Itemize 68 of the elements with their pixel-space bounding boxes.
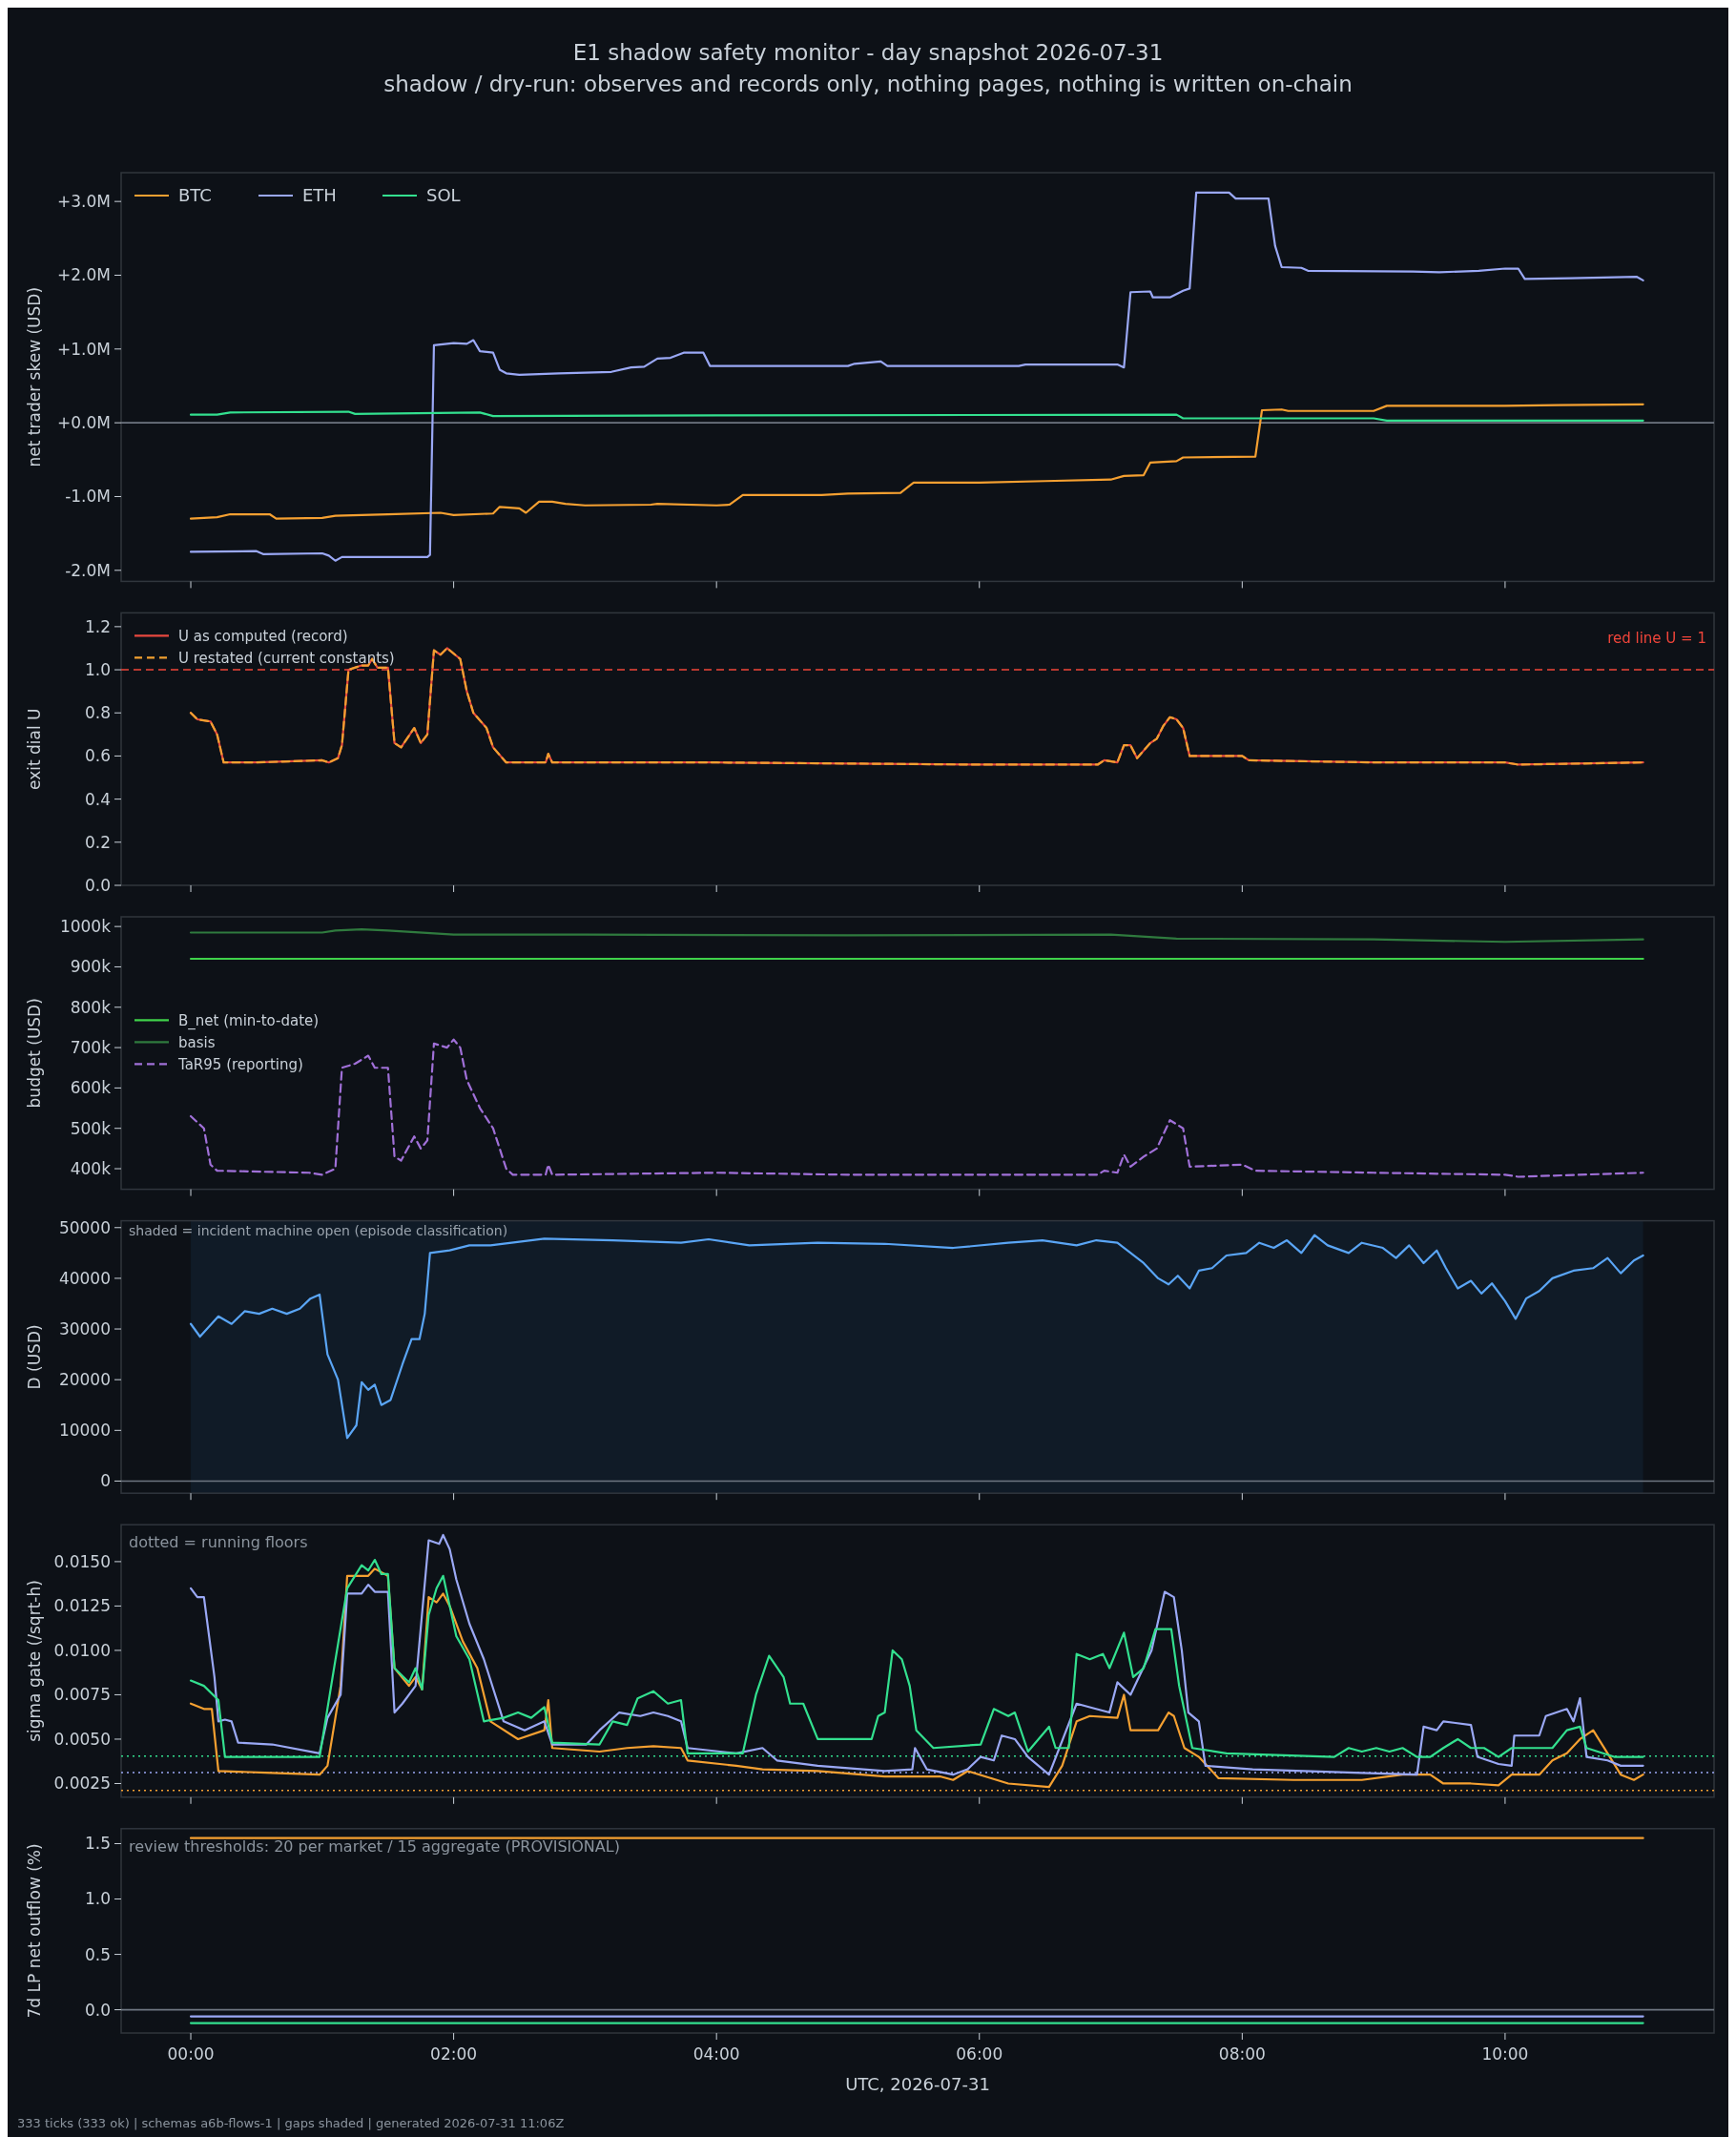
y-tick-label: 0.8 — [84, 703, 111, 723]
y-tick-label: 20000 — [58, 1370, 111, 1390]
x-tick-label: 00:00 — [167, 2044, 215, 2064]
y-tick-label: 0.5 — [84, 1944, 111, 1964]
legend-label: U as computed (record) — [178, 627, 348, 645]
y-tick-label: 1000k — [59, 917, 112, 937]
legend-label: ETH — [302, 185, 337, 206]
legend-label: BTC — [178, 185, 212, 206]
line-series — [189, 403, 1644, 520]
y-tick-label: 0.0150 — [53, 1551, 111, 1571]
y-tick-label: 0.2 — [84, 832, 111, 852]
y-tick-label: 0.6 — [84, 746, 111, 766]
x-tick-label: 04:00 — [692, 2044, 740, 2064]
y-tick-label: 1.5 — [84, 1834, 111, 1854]
y-tick-label: 0.0100 — [53, 1640, 111, 1660]
y-tick-label: -1.0M — [65, 487, 111, 507]
legend-label: SOL — [426, 185, 461, 206]
y-axis-title: budget (USD) — [25, 998, 44, 1109]
y-tick-label: 0.0 — [84, 2000, 111, 2020]
y-tick-label: 0.4 — [84, 789, 111, 809]
y-tick-label: +2.0M — [57, 265, 111, 285]
y-tick-label: 0.0125 — [53, 1596, 111, 1616]
line-series — [189, 928, 1644, 944]
annotation: review thresholds: 20 per market / 15 aggregate (PROVISIONAL) — [129, 1836, 620, 1856]
legend-label: basis — [178, 1033, 216, 1051]
y-tick-label: 30000 — [58, 1318, 111, 1338]
y-tick-label: -2.0M — [65, 560, 111, 580]
legend-label: B_net (min-to-date) — [178, 1011, 320, 1030]
legend-label: TaR95 (reporting) — [177, 1055, 303, 1073]
y-tick-label: 700k — [70, 1038, 112, 1058]
text: 333 ticks (333 ok) | schemas a6b-flows-1 | gaps shaded | generated 2026-07-31 11:06Z — [17, 2116, 565, 2130]
y-tick-label: 0.0025 — [53, 1774, 111, 1794]
y-tick-label: 0.0 — [84, 875, 111, 895]
y-axis-title: net trader skew (USD) — [25, 286, 44, 467]
y-tick-label: +0.0M — [57, 413, 111, 433]
chart-title: E1 shadow safety monitor - day snapshot 2026-07-31 — [572, 40, 1164, 65]
y-axis-title: D (USD) — [25, 1324, 44, 1390]
y-tick-label: 900k — [70, 957, 112, 977]
y-axis-title: 7d LP net outflow (%) — [25, 1843, 44, 2019]
y-tick-label: 0 — [100, 1471, 111, 1491]
y-tick-label: 400k — [70, 1158, 112, 1178]
y-tick-label: +1.0M — [57, 339, 111, 359]
legend-label: U restated (current constants) — [178, 649, 395, 667]
annotation: dotted = running floors — [129, 1533, 308, 1552]
x-axis-title: UTC, 2026-07-31 — [845, 2074, 990, 2094]
y-tick-label: 0.0075 — [53, 1685, 111, 1705]
y-tick-label: 600k — [70, 1078, 112, 1098]
line-series — [189, 410, 1644, 422]
y-tick-label: 10000 — [58, 1421, 111, 1441]
chart-subtitle: shadow / dry-run: observes and records only, nothing pages, nothing is written on-chain — [383, 72, 1353, 96]
y-tick-label: 40000 — [58, 1268, 111, 1288]
y-axis-title: sigma gate (/sqrt-h) — [25, 1580, 44, 1742]
x-tick-label: 06:00 — [956, 2044, 1003, 2064]
y-tick-label: 1.0 — [84, 1889, 111, 1909]
x-tick-label: 10:00 — [1481, 2044, 1529, 2064]
y-tick-label: 1.0 — [84, 660, 111, 679]
ref-line-label: red line U = 1 — [1607, 630, 1706, 648]
y-tick-label: 500k — [70, 1118, 112, 1138]
band-label: shaded = incident machine open (episode classification) — [129, 1222, 508, 1238]
x-tick-label: 02:00 — [430, 2044, 478, 2064]
y-tick-label: +3.0M — [57, 192, 111, 212]
y-tick-label: 50000 — [58, 1217, 111, 1237]
y-tick-label: 1.2 — [84, 616, 111, 636]
y-tick-label: 800k — [70, 997, 112, 1017]
x-tick-label: 08:00 — [1218, 2044, 1266, 2064]
y-axis-title: exit dial U — [25, 708, 44, 790]
y-tick-label: 0.0050 — [53, 1729, 111, 1749]
line-series — [189, 1567, 1644, 1789]
